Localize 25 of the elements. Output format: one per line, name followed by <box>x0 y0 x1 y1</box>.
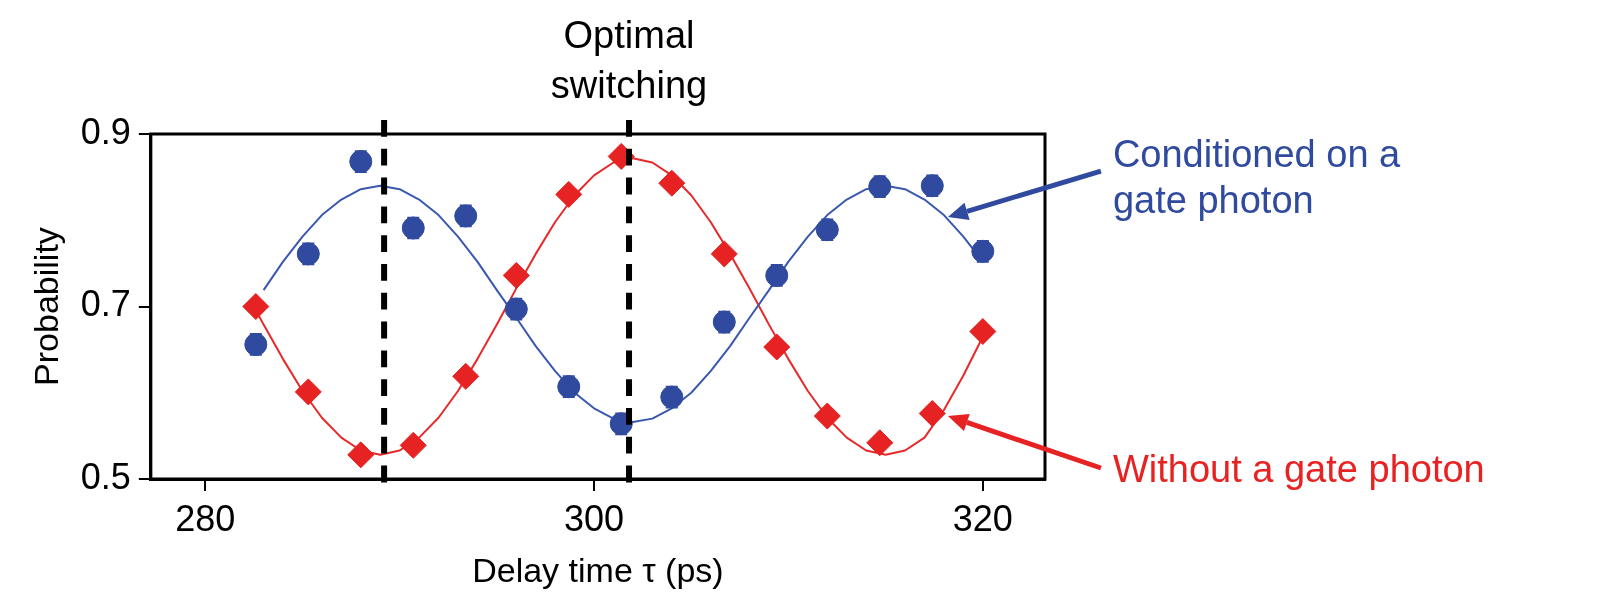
ref-line-label: Optimal switching <box>549 13 709 108</box>
point <box>555 180 583 208</box>
y-tick-label: 0.7 <box>80 283 131 325</box>
text: Without a gate photon <box>1112 447 1485 492</box>
point <box>399 431 427 459</box>
point <box>969 318 997 346</box>
point <box>918 399 946 427</box>
x-tick-label: 300 <box>564 497 625 539</box>
point <box>866 429 894 457</box>
y-axis-title: Probability <box>26 227 65 386</box>
point <box>813 402 841 430</box>
x-axis-title: Delay time τ (ps) <box>472 550 724 589</box>
point <box>452 362 480 390</box>
point <box>763 333 791 361</box>
x-tick-label: 320 <box>952 497 1013 539</box>
y-tick-label: 0.5 <box>80 455 131 497</box>
text: Conditioned on a gate photon <box>1112 132 1402 224</box>
y-tick-label: 0.9 <box>80 110 131 152</box>
x-tick-label: 280 <box>175 497 236 539</box>
point <box>710 240 738 268</box>
point <box>502 261 530 289</box>
point <box>294 378 322 406</box>
point <box>347 441 375 469</box>
point <box>658 169 686 197</box>
point <box>242 293 270 320</box>
